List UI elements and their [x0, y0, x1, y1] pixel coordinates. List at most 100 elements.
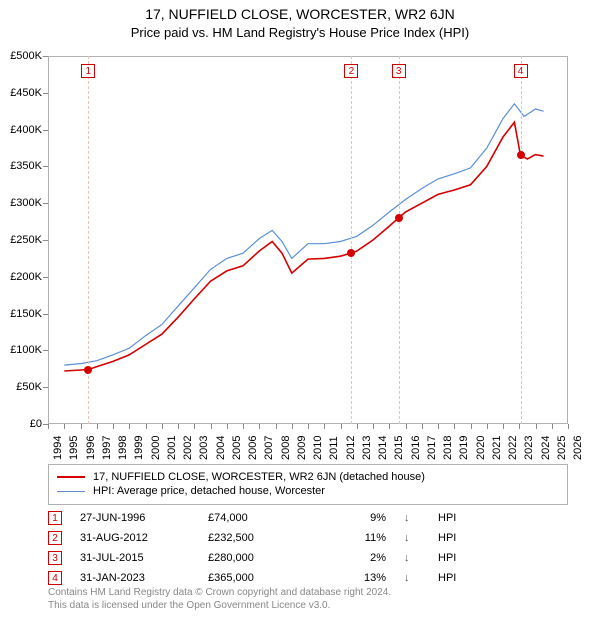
x-tick [308, 424, 309, 429]
row-price: £74,000 [208, 512, 308, 524]
y-tick [43, 166, 48, 167]
x-tick [422, 424, 423, 429]
x-tick [292, 424, 293, 429]
chart-title: 17, NUFFIELD CLOSE, WORCESTER, WR2 6JN [0, 0, 600, 22]
x-axis-label: 2000 [150, 436, 162, 460]
x-axis-label: 2024 [540, 436, 552, 460]
x-tick [64, 424, 65, 429]
x-tick [227, 424, 228, 429]
row-pct: 11% [326, 532, 386, 544]
x-axis-label: 2009 [296, 436, 308, 460]
row-price: £365,000 [208, 572, 308, 584]
row-marker-box: 1 [48, 511, 62, 525]
legend-label: HPI: Average price, detached house, Worc… [93, 485, 325, 497]
y-tick [43, 240, 48, 241]
x-axis-label: 2016 [410, 436, 422, 460]
x-tick [276, 424, 277, 429]
arrow-down-icon: ↓ [404, 512, 420, 524]
y-tick [43, 130, 48, 131]
x-axis-label: 2025 [556, 436, 568, 460]
x-axis-label: 2017 [426, 436, 438, 460]
x-tick [97, 424, 98, 429]
sale-gridline [521, 56, 522, 424]
sale-gridline [351, 56, 352, 424]
x-tick [568, 424, 569, 429]
y-axis-label: £350K [10, 160, 42, 172]
x-axis-label: 1999 [133, 436, 145, 460]
legend-swatch [57, 491, 85, 492]
y-tick [43, 350, 48, 351]
row-vs-hpi: HPI [438, 512, 456, 524]
x-tick [503, 424, 504, 429]
x-axis-label: 2005 [231, 436, 243, 460]
y-axis-label: £100K [10, 344, 42, 356]
sales-table: 127-JUN-1996£74,0009%↓HPI231-AUG-2012£23… [48, 508, 568, 588]
x-tick [113, 424, 114, 429]
x-axis-label: 2011 [328, 436, 340, 460]
x-tick [438, 424, 439, 429]
x-axis-label: 2003 [198, 436, 210, 460]
x-tick [178, 424, 179, 429]
sale-marker-dot [395, 214, 403, 222]
x-tick [48, 424, 49, 429]
y-tick [43, 314, 48, 315]
chart-subtitle: Price paid vs. HM Land Registry's House … [0, 22, 600, 46]
sale-marker-box: 3 [392, 64, 406, 78]
x-tick [552, 424, 553, 429]
x-tick [536, 424, 537, 429]
x-axis-label: 2014 [377, 436, 389, 460]
x-axis-label: 2002 [182, 436, 194, 460]
x-axis-label: 2022 [507, 436, 519, 460]
x-axis-label: 1994 [52, 436, 64, 460]
y-axis-label: £400K [10, 124, 42, 136]
y-tick [43, 93, 48, 94]
row-date: 31-AUG-2012 [80, 532, 190, 544]
y-axis-label: £0 [30, 418, 42, 430]
sale-marker-box: 2 [344, 64, 358, 78]
x-tick [129, 424, 130, 429]
sale-gridline [399, 56, 400, 424]
legend-item: 17, NUFFIELD CLOSE, WORCESTER, WR2 6JN (… [57, 470, 559, 484]
x-axis-label: 2001 [166, 436, 178, 460]
table-row: 331-JUL-2015£280,0002%↓HPI [48, 548, 568, 568]
y-axis-label: £200K [10, 271, 42, 283]
y-axis-label: £450K [10, 87, 42, 99]
row-price: £232,500 [208, 532, 308, 544]
footer-line2: This data is licensed under the Open Gov… [48, 599, 568, 612]
y-tick [43, 203, 48, 204]
x-tick [487, 424, 488, 429]
x-axis-label: 2020 [475, 436, 487, 460]
x-tick [373, 424, 374, 429]
x-axis-label: 2006 [247, 436, 259, 460]
table-row: 431-JAN-2023£365,00013%↓HPI [48, 568, 568, 588]
x-tick [259, 424, 260, 429]
row-vs-hpi: HPI [438, 552, 456, 564]
x-tick [146, 424, 147, 429]
x-tick [324, 424, 325, 429]
x-tick [406, 424, 407, 429]
x-tick [81, 424, 82, 429]
x-axis-label: 2021 [491, 436, 503, 460]
legend-swatch [57, 476, 85, 478]
sale-marker-dot [84, 366, 92, 374]
x-tick [194, 424, 195, 429]
arrow-down-icon: ↓ [404, 552, 420, 564]
series-hpi [64, 104, 543, 365]
table-row: 1 27-JUN-1996 £74,000 9% ↓ HPI [48, 508, 568, 528]
row-date: 27-JUN-1996 [80, 512, 190, 524]
row-vs-hpi: HPI [438, 572, 456, 584]
x-axis-label: 1995 [68, 436, 80, 460]
x-axis-label: 2018 [442, 436, 454, 460]
y-tick [43, 387, 48, 388]
y-axis-label: £300K [10, 197, 42, 209]
x-tick [243, 424, 244, 429]
row-pct: 9% [326, 512, 386, 524]
y-axis-label: £250K [10, 234, 42, 246]
legend-item: HPI: Average price, detached house, Worc… [57, 484, 559, 498]
x-tick [162, 424, 163, 429]
x-tick [471, 424, 472, 429]
x-axis-label: 2026 [572, 436, 584, 460]
x-tick [389, 424, 390, 429]
footer-line1: Contains HM Land Registry data © Crown c… [48, 586, 568, 599]
legend-label: 17, NUFFIELD CLOSE, WORCESTER, WR2 6JN (… [93, 471, 425, 483]
